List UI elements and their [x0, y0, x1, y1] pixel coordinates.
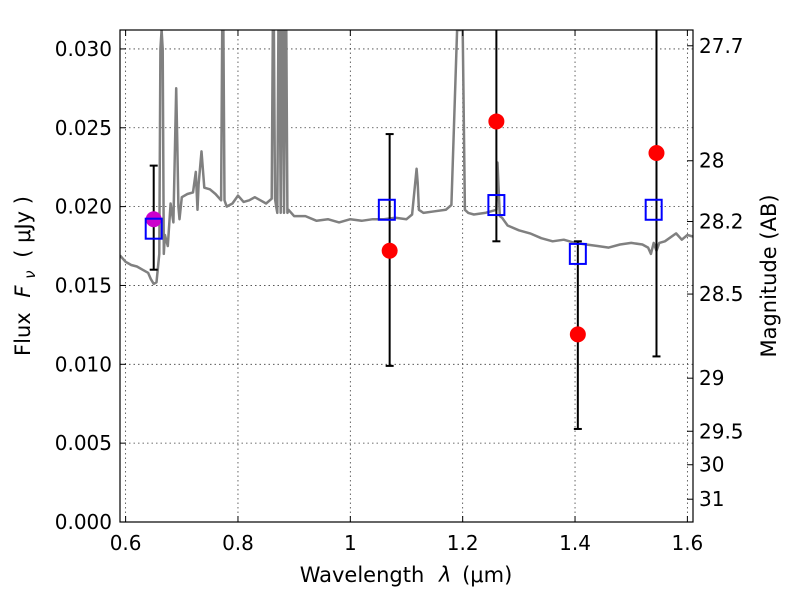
mag-tick-label: 30	[699, 453, 724, 477]
y-axis-ticks: 0.000 0.005 0.010 0.015 0.020 0.025 0.030	[55, 37, 126, 534]
observed-points	[145, 113, 665, 343]
error-bars	[149, 30, 661, 430]
model-spectrum-line	[120, 30, 693, 286]
observed-point	[381, 242, 398, 259]
observed-point	[569, 326, 586, 343]
y-axis-label: Flux F ν ( μJy )	[11, 196, 40, 356]
magnitude-axis-ticks: 27.7 28 28.2 28.5 29 29.5 30 31	[687, 34, 744, 511]
x-axis-label: Wavelength λ (μm)	[300, 563, 513, 587]
x-tick-label: 1.2	[447, 531, 479, 555]
mag-tick-label: 27.7	[699, 34, 744, 58]
x-axis-ticks: 0.6 0.8 1 1.2 1.4 1.6	[110, 30, 703, 555]
y-tick-label: 0.025	[55, 116, 112, 140]
y-axis-right-label: Magnitude (AB)	[757, 194, 781, 357]
y-tick-label: 0.015	[55, 273, 112, 297]
grid	[120, 30, 693, 522]
model-band-square	[377, 198, 396, 221]
model-spectrum	[120, 30, 693, 286]
x-tick-label: 1	[344, 531, 357, 555]
mag-tick-label: 29.5	[699, 419, 744, 443]
y-tick-label: 0.010	[55, 352, 112, 376]
model-band-square	[144, 217, 163, 240]
plot-frame	[119, 29, 694, 523]
observed-point	[648, 145, 665, 161]
mag-tick-label: 28	[699, 149, 724, 173]
y-tick-label: 0.030	[55, 37, 112, 61]
x-tick-label: 0.8	[222, 531, 254, 555]
model-band-square	[568, 242, 587, 265]
x-tick-label: 0.6	[110, 531, 142, 555]
y-tick-label: 0.005	[55, 431, 112, 455]
mag-tick-label: 28.5	[699, 282, 744, 306]
model-band-points	[144, 194, 663, 265]
x-tick-label: 1.6	[671, 531, 703, 555]
y-tick-label: 0.020	[55, 195, 112, 219]
model-band-square	[644, 198, 663, 221]
x-tick-label: 1.4	[559, 531, 591, 555]
mag-tick-label: 29	[699, 366, 724, 390]
mag-tick-label: 31	[699, 487, 724, 511]
observed-point	[488, 113, 505, 130]
y-tick-label: 0.000	[55, 510, 112, 534]
model-band-square	[487, 194, 506, 217]
mag-tick-label: 28.2	[699, 210, 744, 234]
